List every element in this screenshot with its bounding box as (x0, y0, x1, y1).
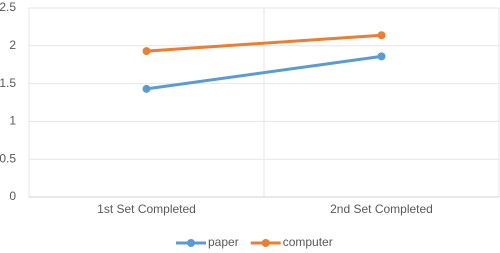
series-line (145, 33, 383, 53)
x-tick-label: 1st Set Completed (97, 202, 196, 216)
y-tick-label: 1.5 (0, 76, 16, 90)
y-tick-label: 2.5 (0, 0, 16, 14)
y-tick-label: 1 (9, 114, 16, 128)
point (377, 52, 386, 61)
legend-label: computer (283, 235, 333, 249)
point (142, 47, 151, 56)
point (377, 31, 386, 40)
y-tick-label: 2 (9, 38, 16, 52)
legend-label: paper (208, 235, 239, 249)
y-tick-label: 0 (9, 189, 16, 203)
point (142, 84, 151, 93)
series-line (145, 54, 383, 91)
legend-marker (187, 239, 195, 247)
legend-marker (261, 239, 270, 247)
y-tick-label: 0.5 (0, 151, 16, 165)
x-tick-label: 2nd Set Completed (330, 202, 433, 216)
